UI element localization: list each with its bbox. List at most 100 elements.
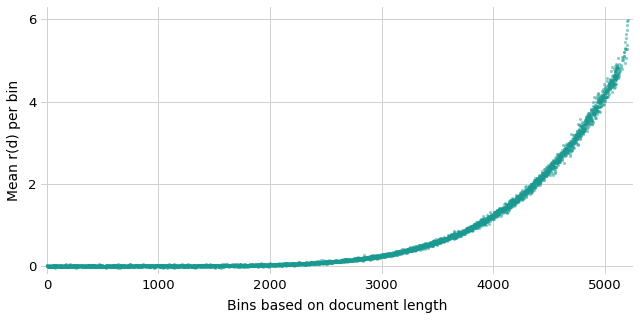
Point [115, 263, 125, 268]
Point [433, 239, 443, 244]
Point [603, 89, 613, 94]
Point [143, 263, 153, 268]
Point [575, 130, 585, 135]
Point [378, 251, 388, 256]
Point [301, 262, 311, 267]
Point [520, 189, 530, 195]
Point [248, 263, 259, 268]
Point [406, 246, 416, 251]
Point [429, 238, 439, 244]
Point [404, 249, 415, 254]
Point [317, 260, 327, 265]
Point [481, 217, 491, 222]
Point [79, 263, 90, 268]
Point [344, 258, 354, 263]
Point [602, 88, 612, 93]
Point [269, 262, 280, 267]
Point [262, 263, 272, 268]
Point [526, 187, 536, 192]
Point [384, 252, 394, 257]
Point [482, 213, 492, 218]
Point [612, 70, 623, 75]
Point [129, 263, 139, 268]
Point [360, 256, 371, 261]
Point [527, 188, 537, 193]
Point [239, 263, 250, 268]
Point [164, 262, 174, 267]
Point [358, 255, 368, 260]
Point [179, 264, 189, 269]
Point [606, 84, 616, 90]
Point [175, 264, 185, 269]
Point [186, 264, 196, 269]
Point [58, 263, 68, 268]
Point [81, 264, 91, 269]
Point [324, 259, 335, 264]
Point [258, 262, 268, 268]
Point [230, 264, 241, 269]
Point [152, 263, 162, 268]
Point [253, 264, 264, 269]
Point [466, 225, 476, 230]
Point [452, 234, 463, 239]
Point [127, 263, 138, 268]
Point [474, 223, 484, 228]
Point [395, 249, 405, 254]
Point [604, 83, 614, 88]
Point [67, 262, 77, 267]
Point [462, 228, 472, 233]
Point [80, 264, 90, 269]
Point [122, 263, 132, 268]
Point [438, 237, 449, 242]
Point [43, 264, 53, 269]
Point [202, 262, 212, 268]
Point [444, 235, 454, 240]
Point [167, 264, 177, 269]
Point [60, 262, 70, 268]
Point [488, 213, 499, 219]
Point [55, 263, 65, 268]
Point [521, 195, 531, 200]
Point [340, 259, 350, 264]
Point [533, 175, 543, 180]
Point [541, 173, 551, 178]
Point [341, 258, 351, 263]
Point [342, 257, 352, 262]
Point [81, 263, 92, 268]
Point [404, 247, 415, 252]
Point [580, 121, 590, 126]
Point [246, 262, 257, 267]
Point [227, 262, 237, 268]
Point [411, 245, 421, 251]
Point [213, 263, 223, 268]
Point [478, 219, 488, 224]
Point [494, 209, 504, 214]
Point [64, 263, 74, 268]
Point [283, 262, 293, 268]
Point [262, 263, 272, 268]
Point [364, 256, 374, 261]
Point [500, 207, 510, 212]
Point [529, 180, 539, 186]
Point [609, 76, 620, 81]
Point [305, 261, 315, 266]
Point [162, 263, 172, 268]
Point [44, 263, 54, 268]
Point [484, 216, 494, 221]
Point [207, 263, 217, 268]
Point [144, 264, 154, 269]
Point [167, 263, 177, 268]
Point [65, 264, 76, 269]
Point [349, 257, 360, 262]
Point [410, 248, 420, 253]
Point [607, 73, 618, 78]
Point [140, 264, 150, 269]
Point [163, 262, 173, 268]
Point [553, 158, 563, 163]
Point [470, 222, 480, 228]
Point [338, 258, 348, 263]
Point [342, 258, 353, 263]
Point [533, 178, 543, 183]
Point [177, 262, 187, 267]
Point [538, 172, 548, 177]
